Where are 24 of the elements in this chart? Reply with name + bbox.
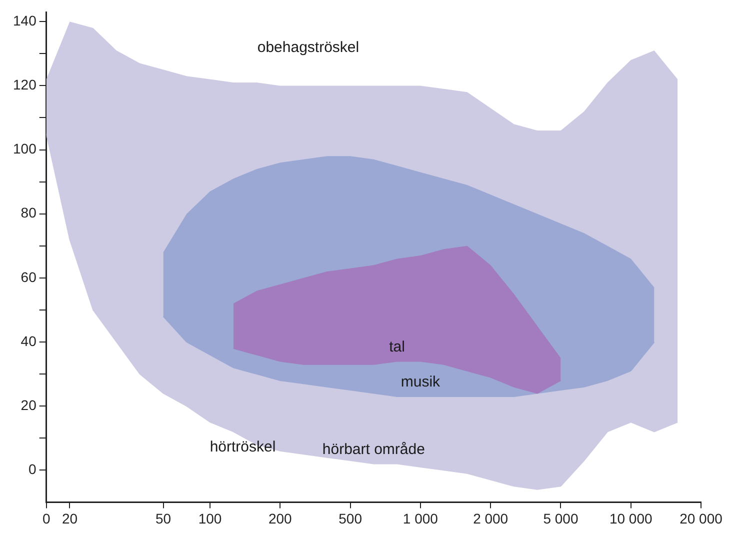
y-tick-label: 60	[20, 268, 37, 285]
y-tick-label: 20	[20, 396, 37, 413]
x-tick-label: 200	[268, 510, 292, 526]
annotation: obehagströskel	[257, 39, 360, 56]
x-tick-label: 50	[155, 510, 172, 526]
x-tick-label: 20	[62, 510, 78, 526]
x-tick-label: 20 000	[680, 510, 723, 526]
x-tick-label: 1 000	[402, 510, 438, 526]
series-label: musik	[400, 374, 441, 391]
y-tick-label: 100	[13, 140, 37, 157]
y-tick-label: 120	[13, 76, 37, 93]
x-tick-label: 500	[338, 510, 362, 526]
y-tick-label: 0	[28, 461, 37, 478]
y-tick-label: 40	[20, 332, 37, 349]
x-tick-label: 0	[42, 510, 50, 526]
y-tick-label: 140	[13, 12, 37, 28]
x-tick-label: 5 000	[543, 510, 578, 526]
series-label: tal	[389, 338, 405, 356]
x-tick-label: 10 000	[609, 510, 652, 526]
series-label: hörbart område	[322, 440, 425, 458]
x-tick-label: 2 000	[473, 510, 508, 526]
x-tick-label: 100	[198, 510, 222, 526]
annotation: hörtröskel	[210, 438, 276, 456]
y-tick-label: 80	[20, 204, 37, 221]
